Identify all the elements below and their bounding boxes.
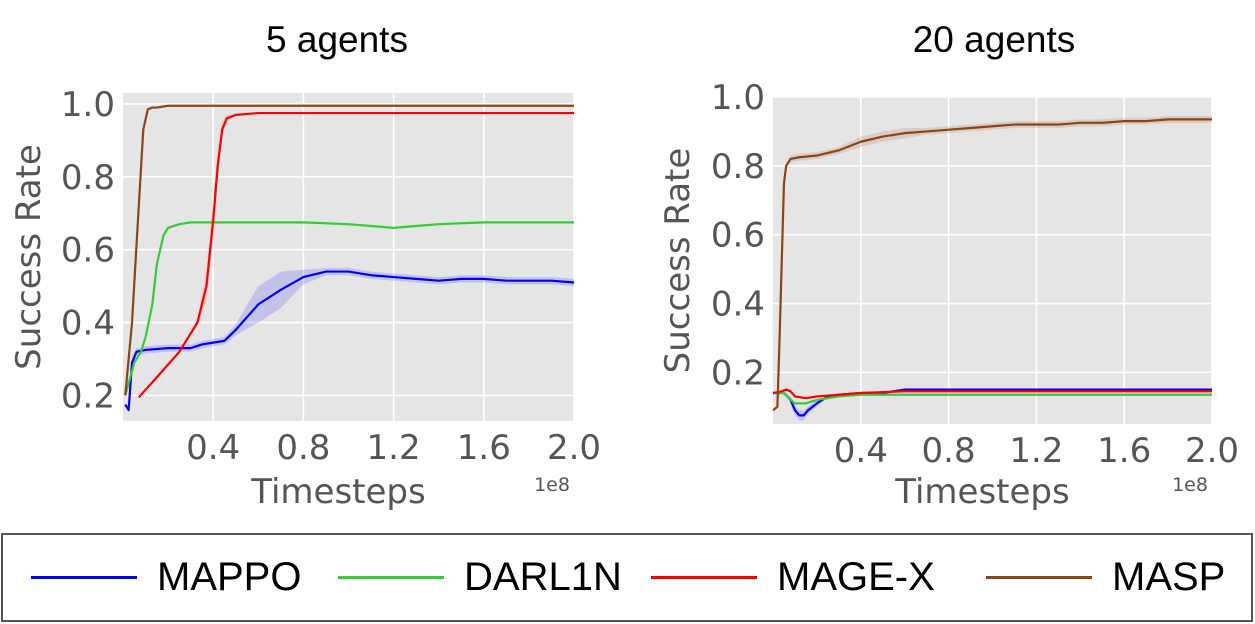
y-tick-label: 0.8	[711, 147, 765, 187]
legend-label-darl1n: DARL1N	[464, 555, 622, 599]
series-line-mappo	[124, 270, 575, 412]
y-tick-label: 0.4	[711, 285, 765, 325]
plot-area	[773, 97, 1212, 424]
x-tick-label: 1.6	[1097, 431, 1151, 471]
plot-area	[123, 93, 574, 421]
y-tick-label: 0.6	[61, 231, 115, 271]
legend-swatch-masp	[986, 576, 1092, 579]
x-tick-label: 1.6	[457, 428, 511, 468]
y-tick-label: 0.8	[61, 158, 115, 198]
chart-title: 5 agents	[266, 19, 408, 60]
x-axis-offset-label: 1e8	[534, 474, 570, 496]
x-tick-label: 2.0	[547, 428, 601, 468]
y-tick-label: 0.2	[61, 376, 115, 416]
legend-item-masp: MASP	[986, 535, 1225, 620]
y-tick-label: 0.2	[711, 353, 765, 393]
legend-item-darl1n: DARL1N	[338, 535, 622, 620]
legend: MAPPO DARL1N MAGE-X MASP	[1, 533, 1253, 622]
series-line-mage-x	[137, 111, 574, 399]
x-tick-label: 2.0	[1185, 431, 1239, 471]
series-line-mage-x	[772, 388, 1212, 400]
x-axis-label: Timesteps	[250, 472, 425, 512]
series-line-masp	[772, 118, 1212, 412]
chart-panel-5-agents: 0.4 0.8 1.2 1.6 2.0 0.2 0.4 0.6 0.8 1.0 5 agents Ti…	[9, 19, 601, 512]
series-line-darl1n	[773, 391, 1212, 405]
legend-swatch-darl1n	[338, 576, 444, 579]
legend-label-mappo: MAPPO	[157, 555, 302, 599]
x-tick-label: 0.8	[276, 428, 330, 468]
y-tick-label: 1.0	[711, 78, 765, 118]
x-tick-label: 1.2	[1009, 431, 1063, 471]
band-mappo	[125, 267, 574, 411]
x-tick-label: 1.2	[367, 428, 421, 468]
y-tick-label: 0.4	[61, 304, 115, 344]
legend-swatch-mappo	[31, 576, 137, 579]
x-axis-offset-label: 1e8	[1172, 474, 1208, 496]
chart-panel-20-agents: 0.4 0.8 1.2 1.6 2.0 0.2 0.4 0.6 0.8 1.0 20 agents T…	[658, 19, 1239, 512]
legend-label-mage-x: MAGE-X	[777, 555, 935, 599]
y-axis-label: Success Rate	[658, 148, 698, 374]
x-axis-label: Timesteps	[894, 472, 1069, 512]
legend-label-masp: MASP	[1112, 555, 1226, 599]
x-tick-label: 0.8	[922, 431, 976, 471]
series-line-masp	[124, 104, 574, 396]
y-axis-label: Success Rate	[9, 144, 49, 370]
x-tick-label: 0.4	[186, 428, 240, 468]
chart-title: 20 agents	[913, 19, 1076, 60]
legend-swatch-mage-x	[651, 576, 757, 579]
y-tick-label: 0.6	[711, 216, 765, 256]
y-tick-label: 1.0	[61, 85, 115, 125]
legend-item-mage-x: MAGE-X	[651, 535, 935, 620]
x-tick-label: 0.4	[834, 431, 888, 471]
chart-figure: 0.4 0.8 1.2 1.6 2.0 0.2 0.4 0.6 0.8 1.0 5 agents Ti…	[9, 19, 1239, 512]
legend-item-mappo: MAPPO	[31, 535, 301, 620]
